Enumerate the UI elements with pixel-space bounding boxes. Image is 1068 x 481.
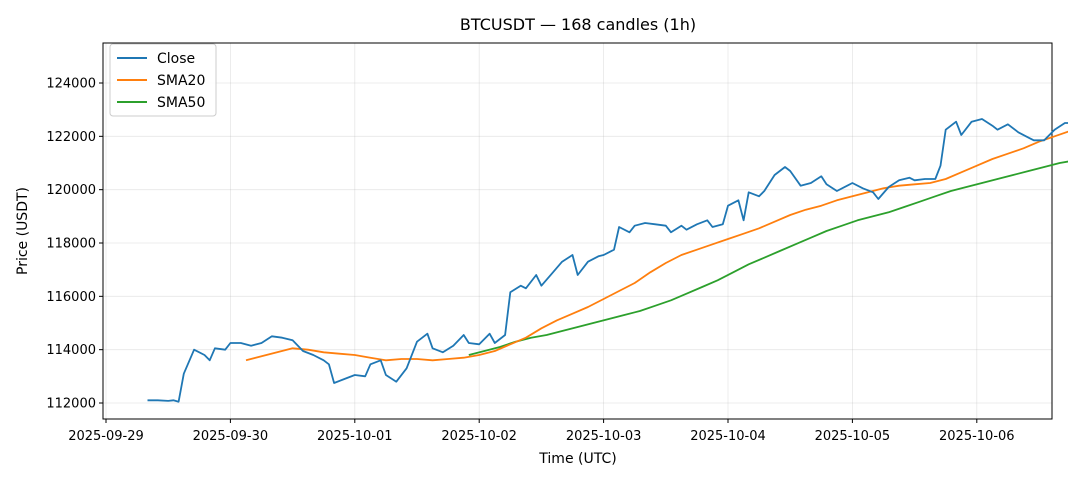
chart-title: BTCUSDT — 168 candles (1h): [460, 15, 696, 34]
y-tick-label: 124000: [46, 77, 96, 92]
x-tick-label: 2025-09-29: [68, 429, 144, 444]
series-line-sma20: [245, 130, 1068, 362]
plot-area: [102, 42, 1053, 420]
grid: [103, 43, 1052, 419]
series-line-close: [147, 118, 1068, 403]
y-tick-label: 118000: [46, 237, 96, 252]
legend: Close SMA20 SMA50: [109, 43, 217, 117]
y-tick-label: 114000: [46, 343, 96, 358]
y-tick-label: 122000: [46, 130, 96, 145]
x-tick-label: 2025-10-03: [566, 429, 642, 444]
legend-items: Close SMA20 SMA50: [117, 51, 205, 111]
x-tick-label: 2025-10-05: [815, 429, 891, 444]
legend-label-sma20: SMA20: [157, 73, 205, 89]
x-tick-label: 2025-10-02: [441, 429, 517, 444]
x-tick-label: 2025-09-30: [193, 429, 269, 444]
x-tick-label: 2025-10-04: [690, 429, 766, 444]
x-tick-label: 2025-10-06: [939, 429, 1015, 444]
legend-label-sma50: SMA50: [157, 95, 205, 111]
axis-ticks: 112000 114000 116000 118000 120000 122000 1240…: [46, 77, 1014, 445]
x-axis-label: Time (UTC): [538, 451, 616, 467]
series-lines: [147, 118, 1068, 403]
series-line-sma50: [468, 160, 1068, 356]
legend-box: [109, 43, 217, 117]
y-tick-label: 112000: [46, 397, 96, 412]
legend-label-close: Close: [157, 51, 195, 67]
x-tick-label: 2025-10-01: [317, 429, 393, 444]
y-tick-label: 120000: [46, 183, 96, 198]
y-tick-label: 116000: [46, 290, 96, 305]
y-axis-label: Price (USDT): [15, 187, 31, 275]
